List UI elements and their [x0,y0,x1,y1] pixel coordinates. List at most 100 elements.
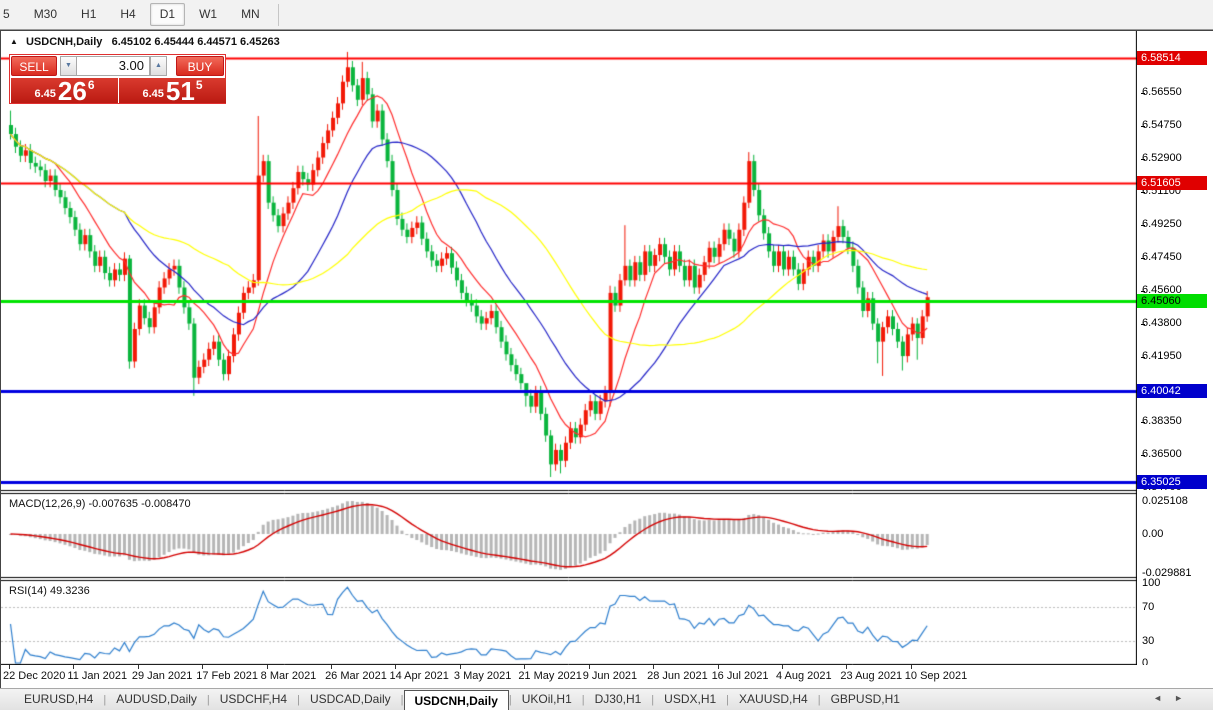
date-axis-tick [910,665,912,669]
price-axis-label: 6.54750 [1141,118,1182,131]
chart-symbol: USDCNH,Daily [25,36,103,48]
sell-price-display[interactable]: 6.45 26 6 [11,76,118,106]
tab-separator: | [400,693,404,706]
sell-price-point: 6 [87,78,95,92]
date-axis-tick [266,665,268,669]
chart-tab-ukoil[interactable]: UKOil,H1 [521,691,572,706]
buy-price-base: 6.45 [142,88,164,100]
chart-area: ▲ USDCNH,Daily 6.45102 6.45444 6.44571 6… [0,30,1213,689]
date-axis-tick [137,665,139,669]
price-axis: 6.56550 6.54750 6.52900 6.51100 6.49250 6.474… [1137,31,1213,669]
rsi-indicator-label: RSI(14) 49.3236 [9,585,90,597]
timeframe-button-h4[interactable]: H4 [120,7,136,21]
timeframe-button-w1[interactable]: W1 [199,7,218,21]
date-axis-label: 29 Jan 2021 [131,670,193,682]
price-level-badge: 6.40042 [1137,384,1207,399]
date-axis-label: 17 Feb 2021 [196,670,259,682]
chart-tab-audusd[interactable]: AUDUSD,Daily [116,691,197,706]
date-axis-label: 21 May 2021 [518,670,582,682]
tab-separator: | [103,693,107,706]
one-click-trade-panel: SELL ▼ 3.00 ▲ BUY 6.45 26 6 6.45 51 5 [9,54,226,104]
date-axis-label: 8 Mar 2021 [260,670,317,682]
trade-panel-top-row: SELL ▼ 3.00 ▲ BUY [10,55,225,77]
axis-tick [1141,323,1145,325]
price-axis-label: 6.49250 [1141,218,1182,231]
price-axis-label: 6.47450 [1141,250,1182,263]
date-axis-tick [781,665,783,669]
axis-tick [1141,225,1145,227]
date-axis-tick [202,665,204,669]
price-axis-label: 6.45600 [1141,284,1182,297]
date-axis-label: 4 Aug 2021 [775,670,832,682]
axis-tick [1141,257,1145,259]
date-axis-label: 9 Jun 2021 [582,670,638,682]
chart-tab-xauusd[interactable]: XAUUSD,H4 [739,691,808,706]
timeframe-button-h1[interactable]: H1 [81,7,97,21]
chart-tab-usdx[interactable]: USDX,H1 [664,691,717,706]
price-axis-label: 6.43800 [1141,316,1182,329]
price-level-badge: 6.58514 [1137,51,1207,65]
macd-axis-label: 0.025108 [1142,495,1188,507]
tab-separator: | [726,693,730,706]
timeframe-button-m30[interactable]: M30 [33,7,58,21]
price-axis-label: 6.56550 [1141,86,1182,99]
date-axis-tick [331,665,333,669]
tab-separator: | [817,693,821,706]
timeframe-button-5[interactable]: 5 [3,7,10,21]
axis-tick [1141,455,1145,457]
axis-tick [1141,421,1145,423]
sell-button[interactable]: SELL [11,56,57,76]
chart-tab-usdcad[interactable]: USDCAD,Daily [309,691,391,706]
price-axis-label: 6.38350 [1141,414,1182,427]
date-axis-tick [653,665,655,669]
macd-indicator-label: MACD(12,26,9) -0.007635 -0.008470 [9,498,191,510]
volume-decrease-button[interactable]: ▼ [60,56,77,76]
volume-input[interactable]: 3.00 [76,56,150,76]
axis-tick [1141,291,1145,293]
buy-price-display[interactable]: 6.45 51 5 [119,76,226,106]
axis-tick [1141,356,1145,358]
timeframe-button-d1[interactable]: D1 [149,3,186,26]
sell-price-pips: 26 [57,76,87,106]
price-level-badge: 6.51605 [1137,175,1207,190]
date-axis-tick [846,665,848,669]
date-axis-tick [717,665,719,669]
buy-price-point: 5 [195,78,203,92]
tab-scroll-left-icon[interactable]: ◄ [1153,693,1175,703]
date-axis-label: 22 Dec 2020 [3,670,66,682]
rsi-axis-label: 70 [1142,601,1155,613]
timeframe-button-mn[interactable]: MN [241,7,260,21]
chart-tab-usdchf[interactable]: USDCHF,H4 [219,691,288,706]
chart-tab-bar: EURUSD,H4 | AUDUSD,Daily | USDCHF,H4 | USDCAD,… [0,688,1213,710]
axis-tick [1141,125,1145,127]
chart-tab-dj30[interactable]: DJ30,H1 [594,691,642,706]
date-axis-label: 16 Jul 2021 [711,670,769,682]
date-axis-label: 26 Mar 2021 [325,670,387,682]
date-axis: 22 Dec 2020 11 Jan 2021 29 Jan 2021 17 Feb … [1,665,1213,689]
volume-increase-button[interactable]: ▲ [150,56,167,76]
axis-tick [1141,93,1145,95]
axis-tick [1141,191,1145,193]
price-level-badge: 6.45060 [1137,293,1207,308]
sell-price-base: 6.45 [34,88,56,100]
chart-tab-usdcnh[interactable]: USDCNH,Daily [403,690,509,710]
buy-button[interactable]: BUY [176,56,224,76]
date-axis-label: 10 Sep 2021 [904,670,968,682]
date-axis-tick [588,665,590,669]
tab-separator: | [581,693,585,706]
date-axis-tick [73,665,75,669]
tab-scroll-right-icon[interactable]: ► [1174,693,1195,703]
chart-title-arrow-icon[interactable]: ▲ [10,37,18,46]
chart-tab-gbpusd[interactable]: GBPUSD,H1 [830,691,900,706]
buy-price-pips: 51 [165,76,195,106]
chart-tab-eurusd[interactable]: EURUSD,H4 [24,691,94,706]
tab-separator: | [206,693,210,706]
date-axis-label: 14 Apr 2021 [389,670,449,682]
date-axis-label: 3 May 2021 [453,670,512,682]
date-axis-tick [524,665,526,669]
axis-tick [1141,159,1145,161]
price-chart-canvas[interactable] [1,31,1137,665]
chart-ohlc-quote: 6.45102 6.45444 6.44571 6.45263 [111,36,280,48]
tab-separator: | [651,693,655,706]
